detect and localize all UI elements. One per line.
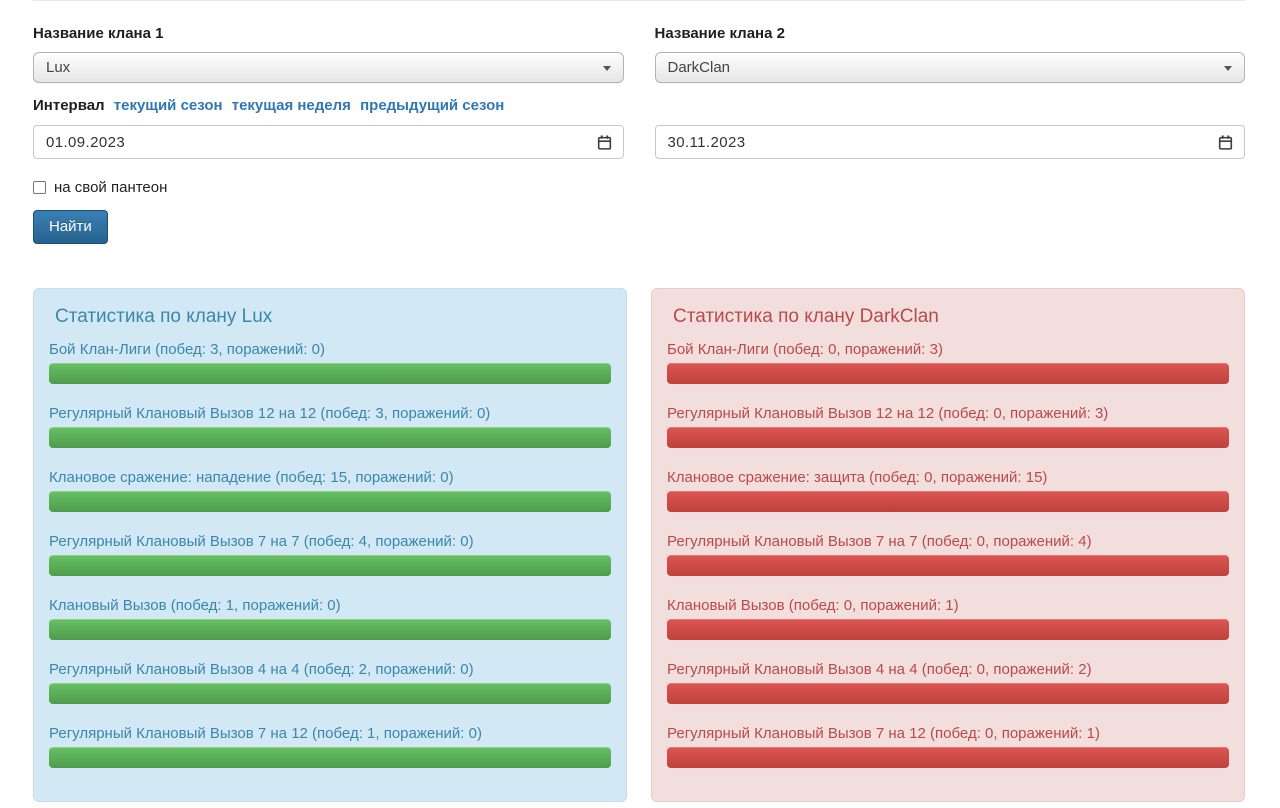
stat-label: Регулярный Клановый Вызов 7 на 7 (побед:… (667, 533, 1092, 550)
clan2-selected-value: DarkClan (667, 59, 731, 76)
date-from-value: 01.09.2023 (46, 133, 126, 151)
stat-bar (667, 683, 1229, 704)
stat-row: Регулярный Клановый Вызов 4 на 4 (побед:… (49, 661, 611, 704)
stat-row: Клановый Вызов (побед: 0, поражений: 1) (667, 597, 1229, 640)
stat-label: Бой Клан-Лиги (побед: 0, поражений: 3) (667, 341, 943, 358)
calendar-icon[interactable] (1218, 134, 1233, 150)
stat-bar (49, 747, 611, 768)
stat-bar (667, 555, 1229, 576)
stat-bar (49, 619, 611, 640)
clan1-selected-value: Lux (46, 59, 71, 76)
stat-label: Регулярный Клановый Вызов 4 на 4 (побед:… (667, 661, 1092, 678)
clan2-label: Название клана 2 (654, 25, 785, 42)
date-to-value: 30.11.2023 (667, 133, 746, 151)
clan1-label: Название клана 1 (33, 25, 164, 42)
clan1-column: Название клана 1 Lux (33, 1, 624, 83)
stat-bar (49, 363, 611, 384)
stat-label: Регулярный Клановый Вызов 7 на 7 (побед:… (49, 533, 474, 550)
chevron-down-icon (1224, 66, 1232, 71)
calendar-icon[interactable] (597, 134, 612, 150)
stat-row: Регулярный Клановый Вызов 4 на 4 (побед:… (667, 661, 1229, 704)
stat-row: Регулярный Клановый Вызов 7 на 12 (побед… (49, 725, 611, 768)
stat-row: Регулярный Клановый Вызов 12 на 12 (побе… (667, 405, 1229, 448)
stat-bar (49, 683, 611, 704)
clan1-select[interactable]: Lux (33, 52, 624, 83)
stat-row: Регулярный Клановый Вызов 7 на 7 (побед:… (667, 533, 1229, 576)
stat-label: Регулярный Клановый Вызов 4 на 4 (побед:… (49, 661, 474, 678)
stat-bar (49, 491, 611, 512)
stat-label: Регулярный Клановый Вызов 12 на 12 (побе… (49, 405, 491, 422)
stat-row: Бой Клан-Лиги (побед: 3, поражений: 0) (49, 341, 611, 384)
stat-label: Регулярный Клановый Вызов 12 на 12 (побе… (667, 405, 1109, 422)
stats-panel-clan2: Статистика по клану DarkClan Бой Клан-Ли… (651, 288, 1245, 802)
stats-panels: Статистика по клану Lux Бой Клан-Лиги (п… (33, 288, 1245, 808)
stat-label: Клановое сражение: защита (побед: 0, пор… (667, 469, 1048, 486)
stat-bar (667, 619, 1229, 640)
interval-row: Интервал текущий сезон текущая неделя пр… (33, 97, 1245, 114)
stat-row: Клановое сражение: нападение (побед: 15,… (49, 469, 611, 512)
stat-row: Регулярный Клановый Вызов 12 на 12 (побе… (49, 405, 611, 448)
page-container: Название клана 1 Lux Название клана 2 Da… (33, 0, 1245, 808)
clan2-column: Название клана 2 DarkClan (654, 1, 1245, 83)
stat-label: Регулярный Клановый Вызов 7 на 12 (побед… (49, 725, 482, 742)
stat-label: Клановое сражение: нападение (побед: 15,… (49, 469, 454, 486)
stats-panel-clan1: Статистика по клану Lux Бой Клан-Лиги (п… (33, 288, 627, 802)
stat-bar (667, 363, 1229, 384)
panel-title: Статистика по клану DarkClan (673, 306, 939, 327)
stat-label: Клановый Вызов (побед: 0, поражений: 1) (667, 597, 959, 614)
date-to-input[interactable]: 30.11.2023 (654, 125, 1245, 159)
search-button[interactable]: Найти (33, 210, 108, 244)
clan2-select[interactable]: DarkClan (654, 52, 1245, 83)
stat-label: Регулярный Клановый Вызов 7 на 12 (побед… (667, 725, 1100, 742)
stat-row: Бой Клан-Лиги (побед: 0, поражений: 3) (667, 341, 1229, 384)
stat-label: Бой Клан-Лиги (побед: 3, поражений: 0) (49, 341, 325, 358)
stat-row: Клановый Вызов (побед: 1, поражений: 0) (49, 597, 611, 640)
interval-link-current-season[interactable]: текущий сезон (113, 97, 223, 114)
interval-link-current-week[interactable]: текущая неделя (231, 97, 351, 114)
interval-label: Интервал (33, 97, 105, 114)
stat-row: Регулярный Клановый Вызов 7 на 12 (побед… (667, 725, 1229, 768)
pantheon-checkbox-label: на свой пантеон (54, 179, 168, 196)
stat-row: Регулярный Клановый Вызов 7 на 7 (побед:… (49, 533, 611, 576)
stat-bar (667, 491, 1229, 512)
stat-bar (667, 747, 1229, 768)
panel-title: Статистика по клану Lux (55, 306, 273, 327)
stat-bar (667, 427, 1229, 448)
stat-bar (49, 427, 611, 448)
clan-select-row: Название клана 1 Lux Название клана 2 Da… (33, 1, 1245, 83)
interval-link-previous-season[interactable]: предыдущий сезон (360, 97, 505, 114)
date-from-input[interactable]: 01.09.2023 (33, 125, 624, 159)
stat-label: Клановый Вызов (побед: 1, поражений: 0) (49, 597, 341, 614)
date-range-row: 01.09.2023 30.11.2023 (33, 125, 1245, 159)
pantheon-checkbox[interactable] (33, 181, 46, 194)
stat-bar (49, 555, 611, 576)
stat-row: Клановое сражение: защита (побед: 0, пор… (667, 469, 1229, 512)
pantheon-checkbox-row: на свой пантеон (33, 179, 1245, 196)
chevron-down-icon (602, 66, 611, 71)
